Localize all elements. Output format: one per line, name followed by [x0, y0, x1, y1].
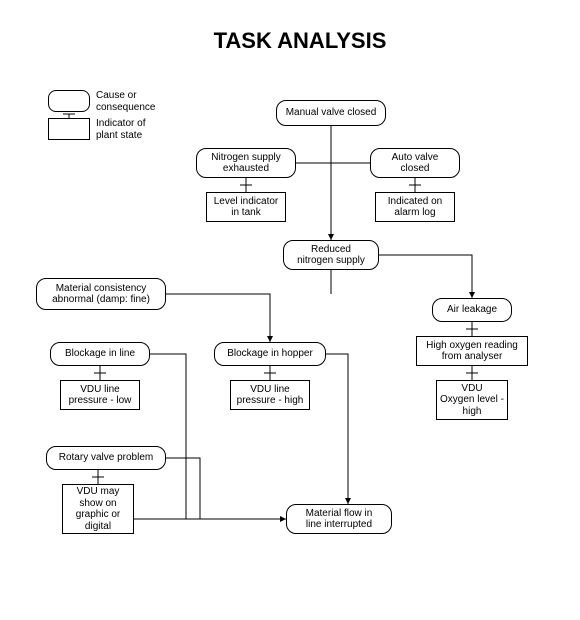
legend-rounded-shape: [48, 90, 90, 112]
node-vdu_may: VDU mayshow ongraphic ordigital: [62, 484, 134, 534]
edge-rotary_valve-vdu_may: [92, 470, 104, 484]
node-vdu_o2: VDUOxygen level -high: [436, 380, 508, 420]
edge-air_leak-high_o2: [466, 322, 478, 336]
node-mat_cons: Material consistencyabnormal (damp: fine…: [36, 278, 166, 310]
legend-rounded-label: Cause orconsequence: [96, 90, 156, 113]
node-alarm_log: Indicated onalarm log: [375, 192, 455, 222]
legend-rect-label: Indicator ofplant state: [96, 118, 145, 141]
edge-n2_exhausted-level_ind: [240, 178, 252, 192]
edge-block_hopper-mat_flow: [326, 354, 348, 504]
edge-block_hopper-vdu_high: [264, 366, 276, 380]
edge-auto_valve-alarm_log: [409, 178, 421, 192]
node-high_o2: High oxygen readingfrom analyser: [416, 336, 528, 366]
page-title: TASK ANALYSIS: [180, 28, 420, 54]
edge-high_o2-vdu_o2: [466, 366, 478, 380]
node-air_leak: Air leakage: [432, 298, 512, 322]
node-block_hopper: Blockage in hopper: [214, 342, 326, 366]
node-block_line: Blockage in line: [50, 342, 150, 366]
legend-rect-shape: [48, 118, 90, 140]
edge-block_line-vdu_low: [94, 366, 106, 380]
node-reduced_n2: Reducednitrogen supply: [283, 240, 379, 270]
node-auto_valve: Auto valveclosed: [370, 148, 460, 178]
edge-rotary_valve-mat_flow: [166, 458, 200, 519]
edge-reduced_n2-air_leak: [379, 255, 472, 298]
node-mat_flow: Material flow inline interrupted: [286, 504, 392, 534]
node-vdu_low: VDU linepressure - low: [60, 380, 140, 410]
edge-block_line-mat_flow: [150, 354, 286, 519]
node-manual_valve: Manual valve closed: [276, 100, 386, 126]
node-vdu_high: VDU linepressure - high: [230, 380, 310, 410]
node-level_ind: Level indicatorin tank: [206, 192, 286, 222]
node-n2_exhausted: Nitrogen supplyexhausted: [196, 148, 296, 178]
edge-mat_cons-block_hopper: [166, 294, 270, 342]
node-rotary_valve: Rotary valve problem: [46, 446, 166, 470]
